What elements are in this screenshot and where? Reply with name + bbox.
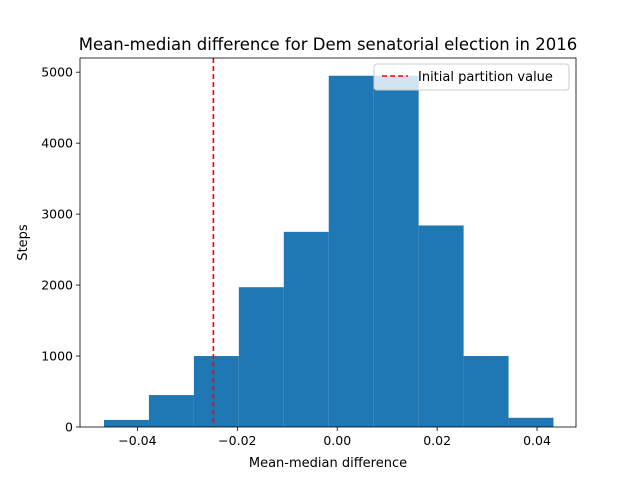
histogram-bar-10 xyxy=(508,417,554,427)
histogram-bar-1 xyxy=(103,419,149,427)
y-axis-label: Steps xyxy=(16,224,31,261)
chart-title: Mean-median difference for Dem senatoria… xyxy=(79,35,577,54)
histogram-bar-4 xyxy=(238,287,284,427)
histogram-bars xyxy=(103,75,554,427)
x-axis-label: Mean-median difference xyxy=(249,456,407,471)
histogram-bar-7 xyxy=(373,75,419,427)
histogram-bar-3 xyxy=(193,356,239,427)
x-tick-label: 0.04 xyxy=(523,433,551,448)
y-tick-label: 0 xyxy=(65,420,73,435)
plot-frame xyxy=(79,57,577,428)
x-tick-label: 0.02 xyxy=(423,433,451,448)
histogram-bar-5 xyxy=(283,231,329,427)
y-axis-ticks: 0 1000 2000 3000 4000 5000 xyxy=(41,65,80,435)
y-tick-label: 2000 xyxy=(41,278,73,293)
y-tick-label: 4000 xyxy=(41,136,73,151)
y-tick-label: 5000 xyxy=(41,65,73,80)
legend-entry-label: Initial partition value xyxy=(418,70,553,85)
x-tick-label: −0.04 xyxy=(118,433,156,448)
histogram-bar-2 xyxy=(148,395,194,427)
x-tick-label: −0.02 xyxy=(218,433,256,448)
x-tick-label: 0.00 xyxy=(323,433,351,448)
y-tick-label: 1000 xyxy=(41,349,73,364)
histogram-bar-6 xyxy=(328,75,374,427)
legend-box xyxy=(373,63,570,91)
histogram-bar-8 xyxy=(418,225,464,427)
y-tick-label: 3000 xyxy=(41,207,73,222)
histogram-bar-9 xyxy=(463,356,509,427)
x-axis-ticks: −0.04 −0.02 0.00 0.02 0.04 xyxy=(118,427,551,448)
legend: Initial partition value xyxy=(373,63,570,91)
